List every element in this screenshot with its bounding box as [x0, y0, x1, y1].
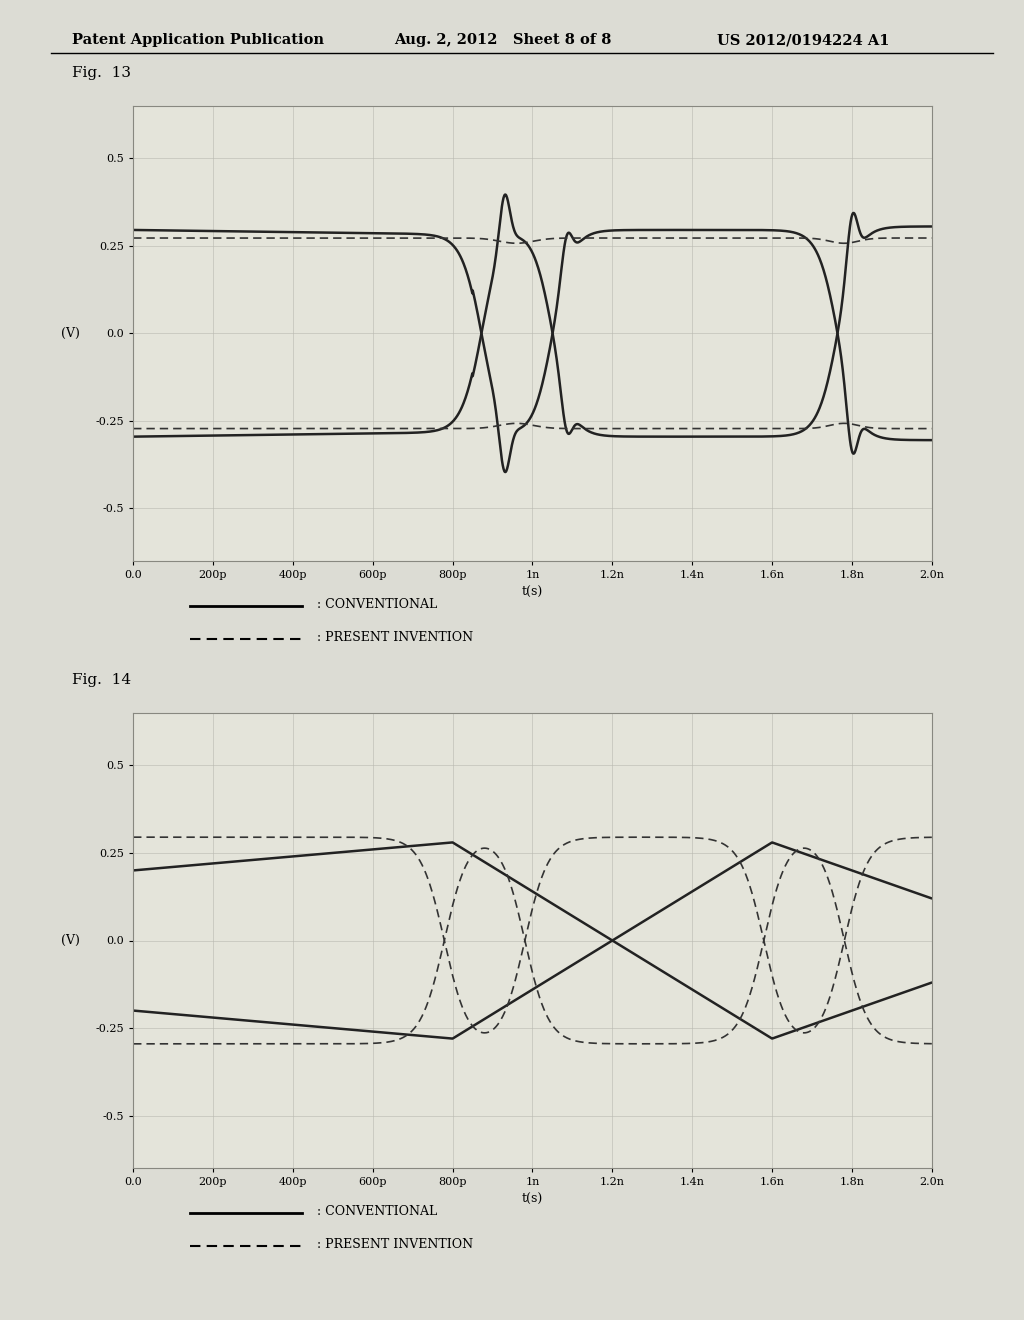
- Text: US 2012/0194224 A1: US 2012/0194224 A1: [717, 33, 889, 48]
- Text: : CONVENTIONAL: : CONVENTIONAL: [317, 1205, 437, 1218]
- Text: Patent Application Publication: Patent Application Publication: [72, 33, 324, 48]
- Text: Aug. 2, 2012   Sheet 8 of 8: Aug. 2, 2012 Sheet 8 of 8: [394, 33, 611, 48]
- Text: Fig.  14: Fig. 14: [72, 673, 131, 686]
- Text: Fig.  13: Fig. 13: [72, 66, 131, 79]
- Text: : CONVENTIONAL: : CONVENTIONAL: [317, 598, 437, 611]
- Y-axis label: (V): (V): [61, 327, 80, 339]
- X-axis label: t(s): t(s): [522, 586, 543, 598]
- X-axis label: t(s): t(s): [522, 1193, 543, 1205]
- Text: : PRESENT INVENTION: : PRESENT INVENTION: [317, 631, 473, 644]
- Text: : PRESENT INVENTION: : PRESENT INVENTION: [317, 1238, 473, 1251]
- Y-axis label: (V): (V): [61, 935, 80, 946]
